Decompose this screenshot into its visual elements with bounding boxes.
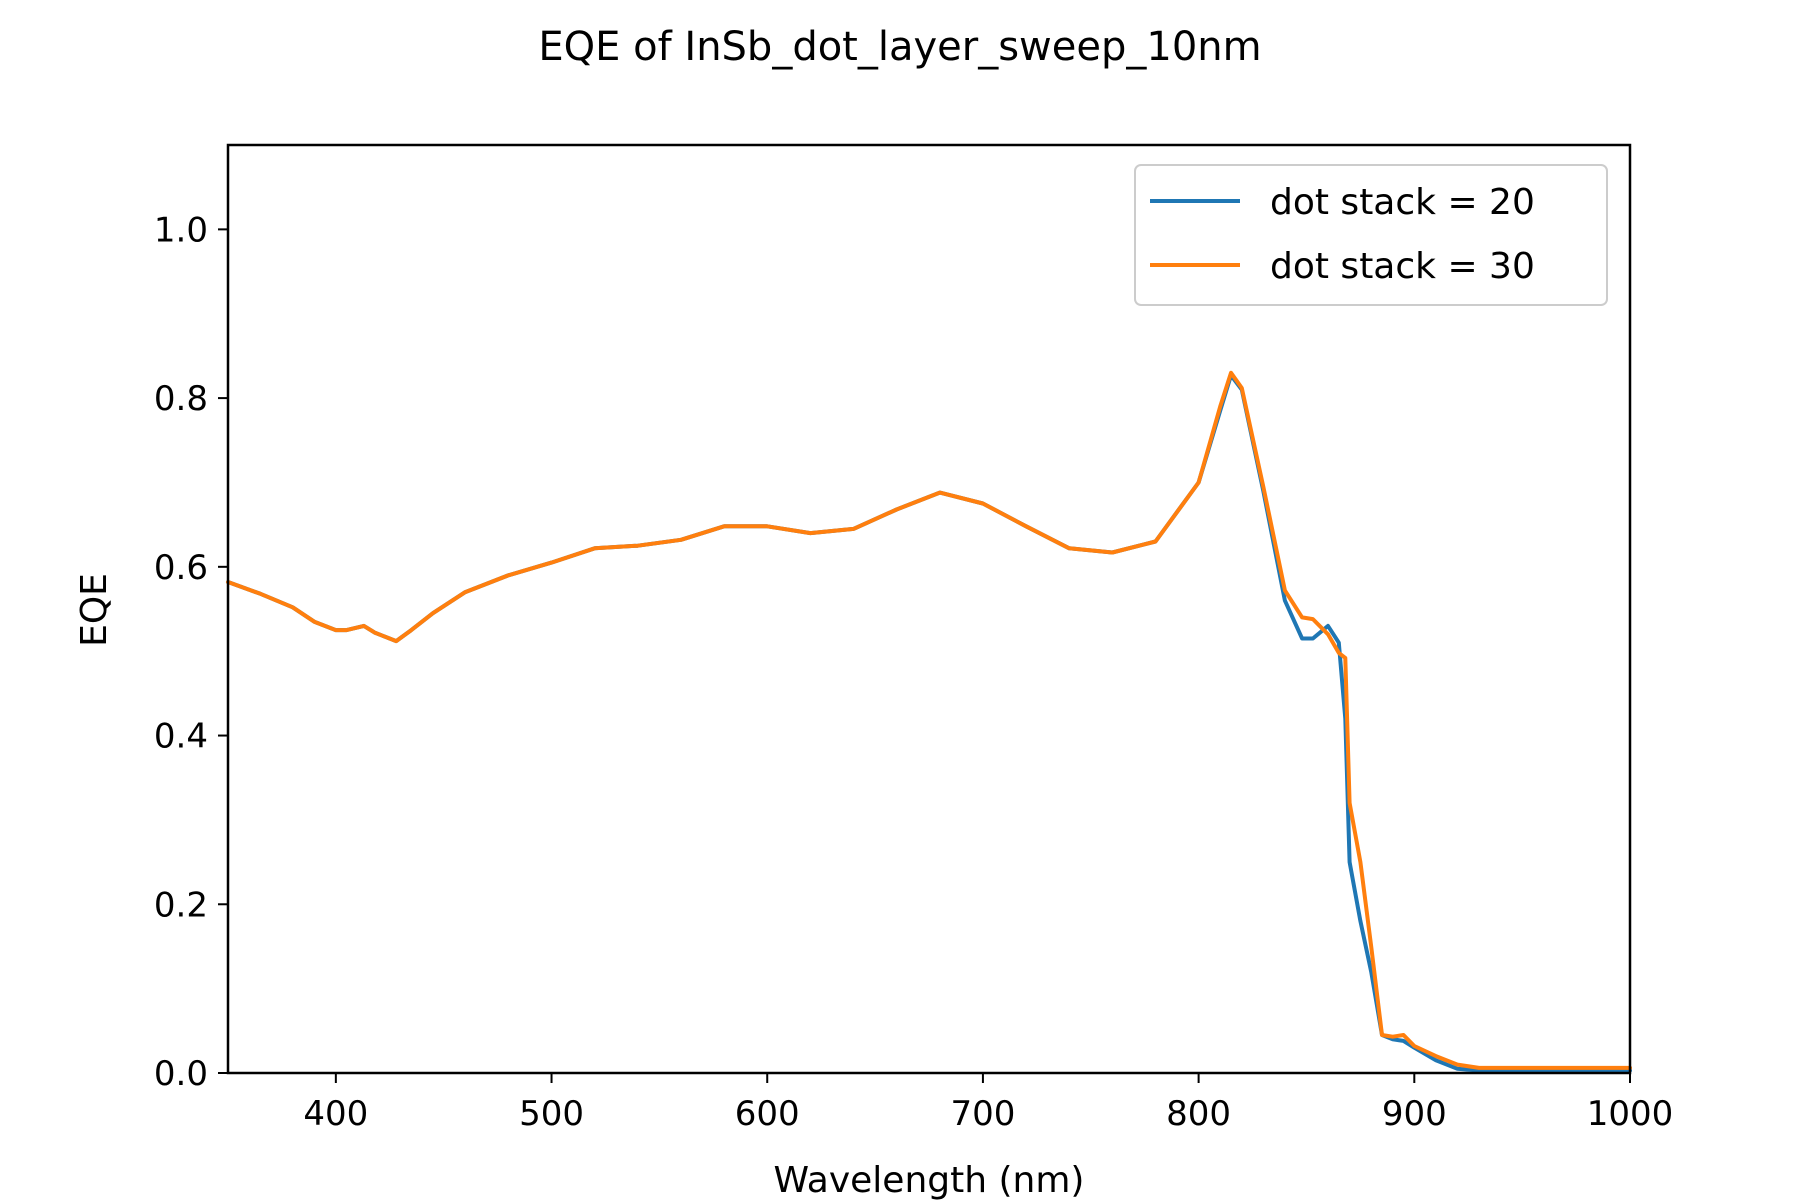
series-line-1 <box>226 373 1632 1073</box>
series-line-2 <box>226 370 1632 1070</box>
x-tick-label: 600 <box>735 1094 800 1134</box>
y-tick-label: 0.8 <box>154 379 208 419</box>
y-axis: 0.0 0.2 0.4 0.6 0.8 1.0 <box>154 210 228 1094</box>
x-tick-label: 900 <box>1382 1094 1447 1134</box>
x-tick-label: 500 <box>519 1094 584 1134</box>
y-tick-label: 0.2 <box>154 885 208 925</box>
legend-label: dot stack = 30 <box>1270 246 1535 287</box>
y-tick-label: 0.6 <box>154 548 208 588</box>
x-axis-label: Wavelength (nm) <box>774 1160 1085 1200</box>
y-axis-label: EQE <box>74 573 115 647</box>
legend-label: dot stack = 20 <box>1270 182 1535 223</box>
y-tick-label: 0.4 <box>154 717 208 757</box>
x-tick-label: 700 <box>950 1094 1015 1134</box>
plot-frame <box>226 143 1632 1075</box>
chart-title: EQE of InSb_dot_layer_sweep_10nm <box>538 24 1261 70</box>
y-tick-label: 1.0 <box>154 210 208 250</box>
x-axis: 400 500 600 700 800 900 1000 <box>303 1073 1673 1134</box>
legend: dot stack = 20 dot stack = 30 <box>1134 164 1608 306</box>
series-layer <box>226 370 1632 1073</box>
x-tick-label: 1000 <box>1587 1094 1674 1134</box>
legend-box <box>1134 164 1608 306</box>
x-tick-label: 800 <box>1166 1094 1231 1134</box>
y-tick-label: 0.0 <box>154 1054 208 1094</box>
x-tick-label: 400 <box>303 1094 368 1134</box>
